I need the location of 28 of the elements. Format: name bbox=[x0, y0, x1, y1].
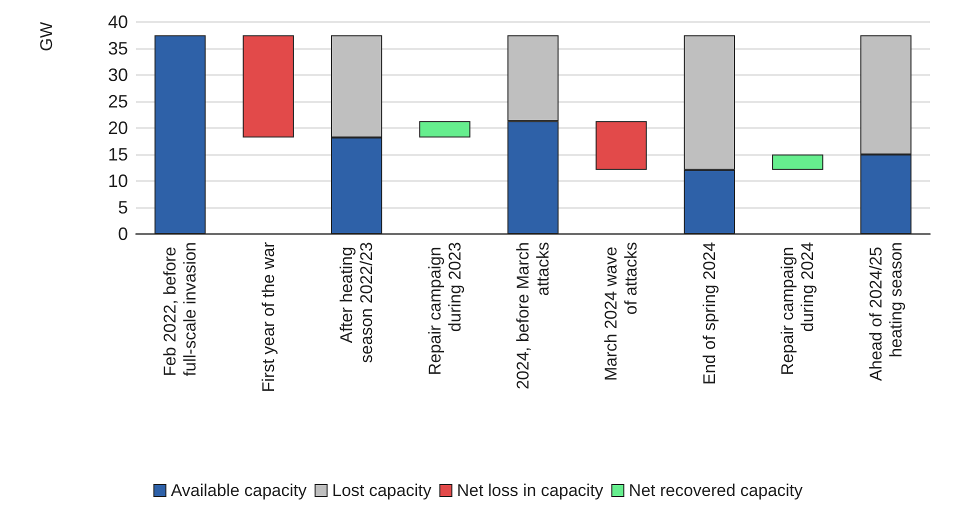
bar bbox=[419, 121, 470, 138]
y-tick-label: 30 bbox=[108, 65, 128, 85]
y-tick-label: 35 bbox=[108, 38, 128, 58]
y-tick-label: 20 bbox=[108, 118, 128, 138]
x-tick-label: Ahead of 2024/25 heating season bbox=[866, 242, 906, 381]
y-tick-label: 5 bbox=[118, 198, 128, 218]
x-tick-label: 2024, before March attacks bbox=[514, 242, 552, 390]
y-tick-label: 25 bbox=[108, 92, 128, 112]
y-axis-title: GW bbox=[37, 22, 56, 52]
bar bbox=[596, 121, 647, 170]
x-tick-label: End of spring 2024 bbox=[700, 242, 719, 385]
y-tick-label: 15 bbox=[108, 144, 128, 164]
x-tick-label: Feb 2022, before full-scale invasion bbox=[160, 242, 200, 376]
y-tick-label: 40 bbox=[108, 12, 128, 32]
y-tick-label: 10 bbox=[108, 171, 128, 191]
x-tick-label: After heating season 2022/23 bbox=[337, 242, 376, 363]
x-tick-label: Repair campaign during 2024 bbox=[778, 242, 818, 376]
legend-label: Net recovered capacity bbox=[628, 481, 804, 500]
bar bbox=[154, 35, 206, 234]
y-tick-label: 0 bbox=[118, 224, 128, 244]
x-tick-label: March 2024 wave of attacks bbox=[602, 242, 641, 381]
legend-label: Net loss in capacity bbox=[456, 481, 604, 500]
legend-label: Available capacity bbox=[170, 481, 308, 500]
x-tick-label: First year of the war bbox=[258, 242, 278, 392]
legend-label: Lost capacity bbox=[332, 481, 432, 500]
bar bbox=[772, 154, 824, 170]
bar bbox=[242, 35, 294, 138]
x-tick-label: Repair campaign during 2023 bbox=[425, 242, 464, 376]
